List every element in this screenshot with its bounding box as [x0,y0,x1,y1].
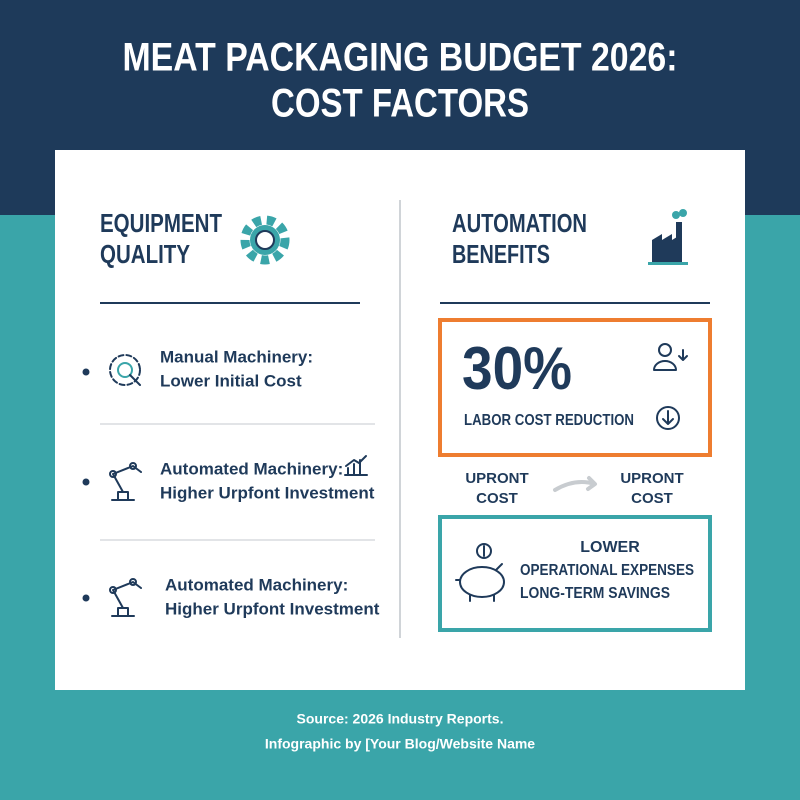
chart-icon [344,455,368,476]
section-heading: AUTOMATION [452,208,587,238]
item-text: Automated Machinery: [160,459,343,478]
robot-arm-icon [109,578,142,617]
stat-value: 30% [462,335,572,402]
bullet [82,594,90,602]
comparison-label: UPRONT [620,470,683,487]
item-text: Higher Urpfont Investment [165,599,380,618]
item-text: Lower Initial Cost [160,371,302,390]
savings-text: LOWER [580,539,640,556]
gear-hand-icon [109,354,141,386]
comparison-arrow [553,476,597,492]
section-heading: QUALITY [100,239,190,269]
comparison-label: UPRONT [465,470,528,487]
item-text: Manual Machinery: [160,347,313,366]
item-text: Automated Machinery: [165,575,348,594]
gear-icon [240,215,290,265]
savings-text: LONG-TERM SAVINGS [520,585,670,602]
down-arrow-icon [656,406,680,430]
footer-credit: Infographic by [Your Blog/Website Name [265,736,535,752]
comparison-label: COST [631,490,673,507]
savings-text: OPERATIONAL EXPENSES [520,562,694,579]
savings-box [438,515,712,632]
footer-source: Source: 2026 Industry Reports. [297,711,504,727]
section-heading: BENEFITS [452,239,550,269]
stat-box [438,318,712,457]
person-down-icon [653,343,688,371]
item-text: Higher Urpfont Investment [160,483,375,502]
robot-arm-icon [109,462,142,501]
title-line: COST FACTORS [271,82,529,126]
factory-icon [648,209,688,265]
bullet [82,478,90,486]
title-line: MEAT PACKAGING BUDGET 2026: [123,36,678,80]
piggy-bank-icon [455,543,505,602]
bullet [82,368,90,376]
stat-label: LABOR COST REDUCTION [464,412,634,429]
section-heading: EQUIPMENT [100,208,222,238]
comparison-label: COST [476,490,518,507]
